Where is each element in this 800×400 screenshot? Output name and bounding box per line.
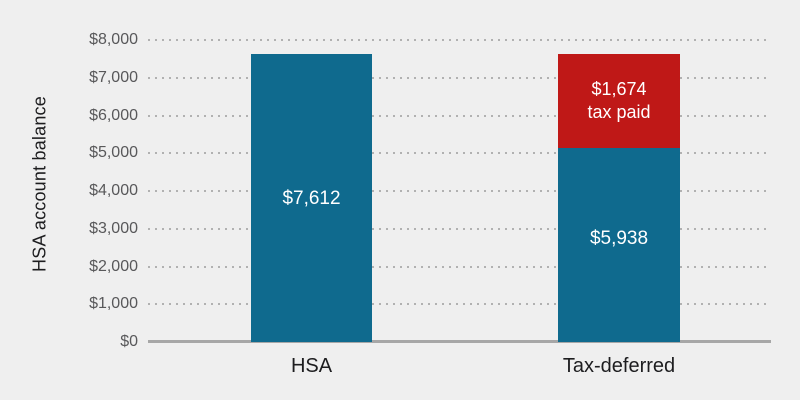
bar-hsa: $7,612 [251,54,372,342]
gridline [148,227,771,230]
gridline [148,39,771,41]
y-tick-label: $3,000 [89,219,138,237]
gridline [148,76,771,79]
y-tick-label: $8,000 [89,31,138,48]
gridlines [148,0,771,400]
y-tick-label: $0 [120,333,138,350]
y-tick-label: $5,000 [89,144,138,162]
gridline [148,265,771,268]
y-tick-label: $1,000 [89,295,138,313]
bar-tax-deferred-balance-value-label: $5,938 [589,227,649,249]
x-axis-line [148,340,771,343]
bar-tax-deferred-tax-segment: $1,674 tax paid [558,54,680,148]
y-tick-label: $4,000 [89,182,138,199]
y-tick-label: $2,000 [89,257,138,275]
gridline [148,303,771,306]
gridline [148,114,771,117]
y-tick-label: $6,000 [89,106,138,124]
y-axis-tick-labels: $8,000 $7,000 $6,000 $5,000 $4,000 $3,000 $2,0… [0,0,138,400]
x-category-label-hsa: HSA [290,355,333,377]
x-category-label-tax-deferred: Tax-deferred [562,355,676,377]
gridline [148,190,771,192]
bar-hsa-value-label: $7,612 [282,187,341,209]
gridline [148,152,771,155]
y-tick-label: $7,000 [89,68,138,86]
bar-tax-deferred-tax-caption-label: tax paid [587,102,651,122]
bar-tax-deferred-balance-segment: $5,938 [558,148,680,342]
bar-tax-deferred-tax-value-label: $1,674 [591,79,647,99]
